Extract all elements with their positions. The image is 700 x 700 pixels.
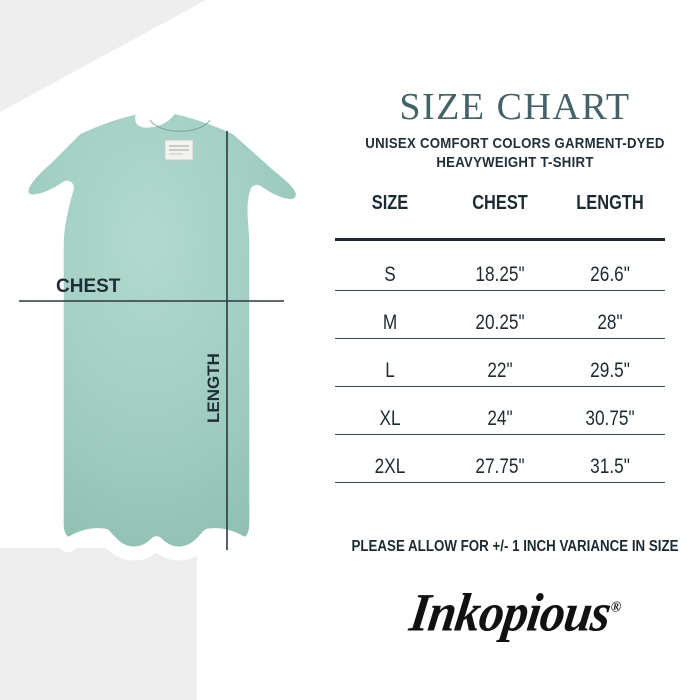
svg-text:CHEST: CHEST [56, 276, 121, 297]
svg-text:LENGTH: LENGTH [204, 353, 223, 423]
